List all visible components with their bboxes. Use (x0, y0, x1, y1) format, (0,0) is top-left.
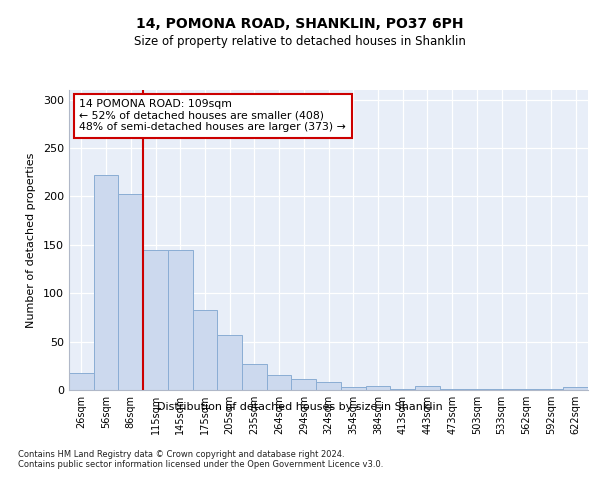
Bar (341, 387, 365, 390)
Bar (316, 382, 341, 390)
Bar (415, 386, 440, 390)
Bar (539, 389, 563, 390)
Bar (514, 389, 539, 390)
Bar (118, 194, 143, 390)
Text: 14 POMONA ROAD: 109sqm
← 52% of detached houses are smaller (408)
48% of semi-de: 14 POMONA ROAD: 109sqm ← 52% of detached… (79, 99, 346, 132)
Bar (143, 250, 168, 390)
Bar (464, 389, 489, 390)
Bar (168, 250, 193, 390)
Bar (217, 335, 242, 390)
Bar (193, 310, 217, 390)
Bar (365, 386, 390, 390)
Text: Contains HM Land Registry data © Crown copyright and database right 2024.
Contai: Contains HM Land Registry data © Crown c… (18, 450, 383, 469)
Bar (94, 175, 118, 390)
Bar (69, 372, 94, 390)
Bar (292, 380, 316, 390)
Text: Distribution of detached houses by size in Shanklin: Distribution of detached houses by size … (157, 402, 443, 412)
Y-axis label: Number of detached properties: Number of detached properties (26, 152, 36, 328)
Bar (267, 376, 292, 390)
Text: Size of property relative to detached houses in Shanklin: Size of property relative to detached ho… (134, 35, 466, 48)
Bar (440, 389, 464, 390)
Bar (390, 389, 415, 390)
Bar (489, 389, 514, 390)
Bar (242, 364, 267, 390)
Bar (563, 387, 588, 390)
Text: 14, POMONA ROAD, SHANKLIN, PO37 6PH: 14, POMONA ROAD, SHANKLIN, PO37 6PH (136, 18, 464, 32)
